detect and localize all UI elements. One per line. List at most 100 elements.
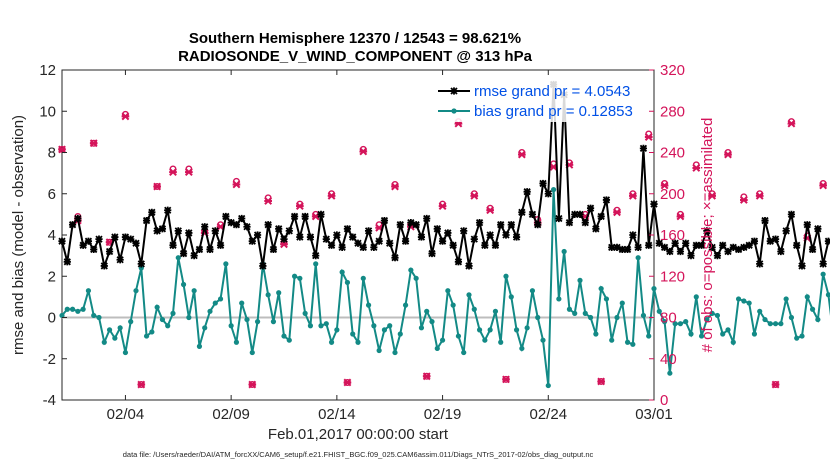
bias-point — [508, 294, 514, 300]
bias-point — [328, 339, 335, 345]
obs-assimilated-marker — [644, 133, 653, 141]
rmse-point — [90, 245, 98, 254]
obs-assimilated-marker — [660, 181, 669, 190]
rmse-point — [79, 241, 87, 249]
bias-point — [693, 294, 699, 300]
bias-point — [720, 331, 726, 337]
bias-point — [149, 329, 155, 335]
bias-point — [587, 314, 594, 321]
rmse-point — [417, 233, 426, 241]
rmse-point — [428, 249, 436, 258]
bias-point — [614, 314, 620, 321]
y-left-tick-label: 8 — [48, 145, 56, 162]
obs-assimilated-marker — [391, 182, 399, 191]
bias-point — [519, 345, 525, 352]
bias-point — [117, 325, 123, 331]
rmse-point — [232, 221, 241, 229]
bias-point — [683, 319, 689, 325]
rmse-point — [481, 241, 489, 249]
rmse-point — [808, 245, 817, 254]
bias-point — [159, 316, 166, 323]
rmse-point — [766, 237, 774, 245]
rmse-point — [539, 179, 547, 188]
obs-assimilated-marker — [724, 150, 732, 159]
bias-point — [619, 300, 625, 306]
obs-assimilated-marker — [771, 380, 780, 389]
rmse-point — [660, 243, 669, 252]
bias-point — [318, 323, 324, 329]
rmse-point — [243, 223, 251, 231]
bias-point — [175, 255, 181, 261]
rmse-point — [153, 227, 161, 235]
rmse-point — [724, 247, 732, 256]
rmse-point — [581, 218, 589, 227]
rmse-point — [317, 210, 325, 219]
rmse-point — [623, 245, 632, 254]
rmse-point — [216, 241, 225, 249]
rmse-point — [333, 231, 341, 239]
rmse-point — [211, 227, 219, 235]
bias-point — [751, 331, 758, 337]
bias-point — [640, 312, 647, 319]
rmse-point — [438, 237, 447, 245]
bias-point — [387, 323, 393, 329]
y-right-tick-label: 160 — [660, 227, 685, 244]
y-right-tick-label: 40 — [660, 351, 677, 368]
obs-assimilated-marker — [327, 191, 336, 200]
obs-assimilated-marker — [628, 191, 637, 200]
y-left-tick-label: 2 — [48, 268, 56, 285]
rmse-point — [285, 227, 293, 235]
rmse-point — [491, 241, 500, 249]
bias-point — [302, 310, 308, 316]
bias-point — [344, 279, 351, 286]
rmse-point — [74, 214, 82, 223]
bias-point — [677, 321, 684, 327]
obs-assimilated-marker — [264, 197, 273, 205]
obs-assimilated-marker — [692, 164, 701, 172]
rmse-point — [824, 237, 830, 245]
bias-point — [59, 312, 65, 319]
bias-point — [630, 341, 636, 347]
bias-point — [180, 281, 187, 288]
rmse-point — [793, 241, 801, 249]
obs-assimilated-marker — [184, 168, 193, 177]
rmse-point — [782, 227, 790, 235]
rmse-point — [312, 251, 320, 260]
chart-title-line2: RADIOSONDE_V_WIND_COMPONENT @ 313 hPa — [178, 48, 533, 65]
rmse-point — [322, 235, 330, 243]
rmse-point — [798, 262, 806, 270]
bias-point — [106, 327, 113, 333]
rmse-point — [586, 204, 595, 212]
rmse-point — [787, 210, 796, 219]
bias-point — [334, 327, 340, 333]
obs-assimilated-marker — [248, 380, 257, 389]
rmse-point — [111, 233, 119, 241]
bias-point — [714, 312, 721, 319]
bias-point — [656, 308, 662, 314]
bias-point — [186, 314, 192, 321]
bias-point — [461, 349, 467, 356]
bias-point — [794, 335, 800, 341]
rmse-point — [502, 231, 510, 239]
bias-point — [392, 349, 398, 356]
bias-point — [397, 331, 403, 337]
x-tick-label: 03/01 — [635, 406, 673, 423]
x-axis-label: Feb.01,2017 00:00:00 start — [268, 426, 449, 443]
bias-point — [122, 349, 129, 356]
rmse-point — [507, 221, 515, 229]
bias-point — [646, 333, 652, 339]
obs-assimilated-marker — [169, 168, 177, 177]
rmse-point — [338, 243, 346, 252]
bias-point — [128, 319, 134, 325]
rmse-point — [555, 214, 563, 223]
bias-point — [778, 321, 784, 327]
bias-point — [165, 323, 171, 329]
bias-point — [540, 337, 546, 343]
bias-point — [572, 310, 578, 316]
rmse-point — [264, 221, 272, 229]
rmse-point — [708, 243, 716, 252]
bias-point — [143, 333, 150, 339]
rmse-point — [608, 243, 616, 252]
rmse-point — [687, 251, 695, 260]
rmse-point — [592, 225, 600, 233]
